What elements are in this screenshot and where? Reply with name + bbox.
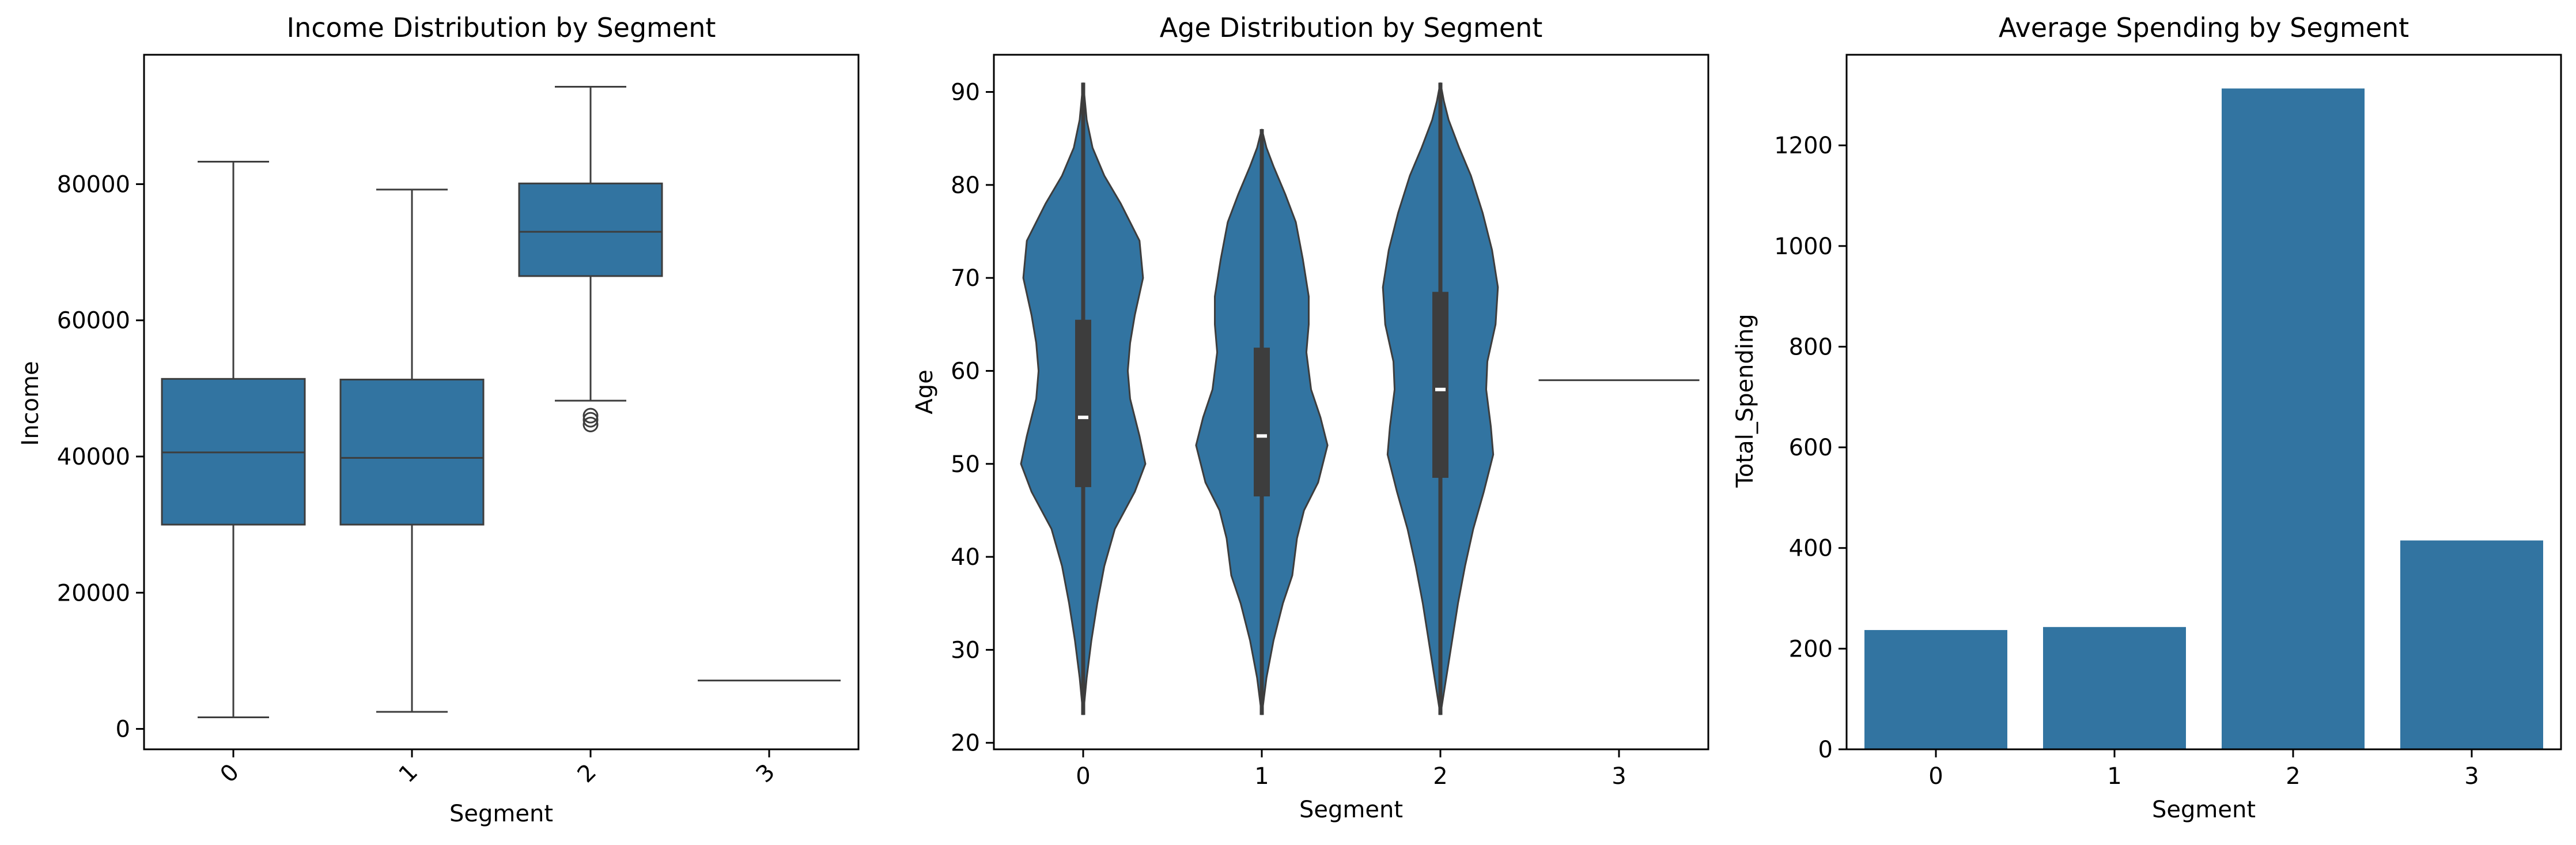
age-violin-panel: Age Distribution by Segment 203040506070… [911,12,1709,823]
spending-axes-frame [1845,54,2562,750]
spending-y-axis-label: Total_Spending [1732,314,1758,488]
spending-chart-title: Average Spending by Segment [1999,12,2409,43]
spending-y-tick-label: 800 [1789,334,1833,360]
income-y-tick-label: 0 [116,716,130,743]
spending-y-tick-label: 0 [1818,737,1833,763]
income-y-axis-label: Income [17,361,44,446]
income-x-tick-label: 1 [394,759,423,789]
age-y-tick-label: 40 [951,544,980,571]
spending-bar-panel: Average Spending by Segment 0 200 400 600 80… [1732,12,2562,823]
spending-y-tick-label: 200 [1789,636,1833,662]
spending-bar [2222,88,2365,749]
age-violin-iqr-box [1254,348,1270,497]
age-y-tick-label: 90 [951,80,980,106]
age-y-tick-label: 70 [951,265,980,292]
age-y-tick-label: 80 [951,172,980,199]
income-y-axis-ticks: 0 20000 40000 60000 80000 [57,171,144,743]
age-x-tick-label: 1 [1254,763,1269,790]
age-x-axis-label: Segment [1299,797,1403,823]
spending-bar [1864,630,2007,749]
age-y-axis-ticks: 20 30 40 50 60 70 80 90 [951,80,994,757]
age-axes-frame [993,54,1709,750]
income-x-axis-label: Segment [449,801,553,827]
age-y-tick-label: 30 [951,637,980,663]
income-box [518,182,663,277]
spending-x-axis-label: Segment [2152,797,2256,823]
age-violin-iqr-box [1075,319,1091,488]
spending-y-tick-label: 400 [1789,535,1833,562]
spending-y-axis-ticks: 0 200 400 600 800 1000 1200 [1774,133,1847,763]
income-x-tick-label: 0 [215,759,245,789]
spending-x-tick-label: 3 [2464,763,2479,790]
age-y-axis-label: Age [911,369,938,414]
income-axes-frame [143,54,860,750]
income-y-tick-label: 60000 [57,308,130,334]
age-chart-title: Age Distribution by Segment [1160,12,1543,43]
spending-bar [2400,540,2543,749]
income-y-tick-label: 20000 [57,580,130,606]
spending-x-tick-label: 1 [2107,763,2121,790]
age-y-tick-label: 60 [951,358,980,384]
income-plot-area [161,86,841,718]
income-chart-title: Income Distribution by Segment [287,12,716,43]
income-y-tick-label: 80000 [57,171,130,198]
spending-y-tick-label: 600 [1789,435,1833,461]
spending-plot-area [1864,88,2543,749]
spending-y-tick-label: 1200 [1774,133,1833,159]
income-x-tick-label: 2 [573,759,602,789]
spending-x-tick-label: 0 [1928,763,1943,790]
income-box-outlier [582,408,599,424]
spending-x-axis-ticks: 0 1 2 3 [1928,749,2479,790]
age-x-tick-label: 2 [1433,763,1447,790]
spending-bar [2043,627,2186,749]
income-boxplot-panel: Income Distribution by Segment 0 20000 400… [17,12,860,827]
age-violin-iqr-box [1432,292,1448,478]
spending-x-tick-label: 2 [2286,763,2300,790]
income-box-outlier [582,416,599,432]
age-x-tick-label: 0 [1076,763,1090,790]
income-box-outlier [582,412,599,428]
spending-y-tick-label: 1000 [1774,233,1833,260]
income-x-tick-label: 3 [751,759,781,789]
age-y-tick-label: 50 [951,451,980,478]
age-x-tick-label: 3 [1612,763,1626,790]
age-y-tick-label: 20 [951,730,980,757]
income-y-tick-label: 40000 [57,444,130,470]
income-box [339,379,485,526]
age-plot-area [1020,82,1700,715]
age-x-axis-ticks: 0 1 2 3 [1076,749,1626,790]
income-x-axis-ticks: 0 1 2 3 [215,749,781,789]
